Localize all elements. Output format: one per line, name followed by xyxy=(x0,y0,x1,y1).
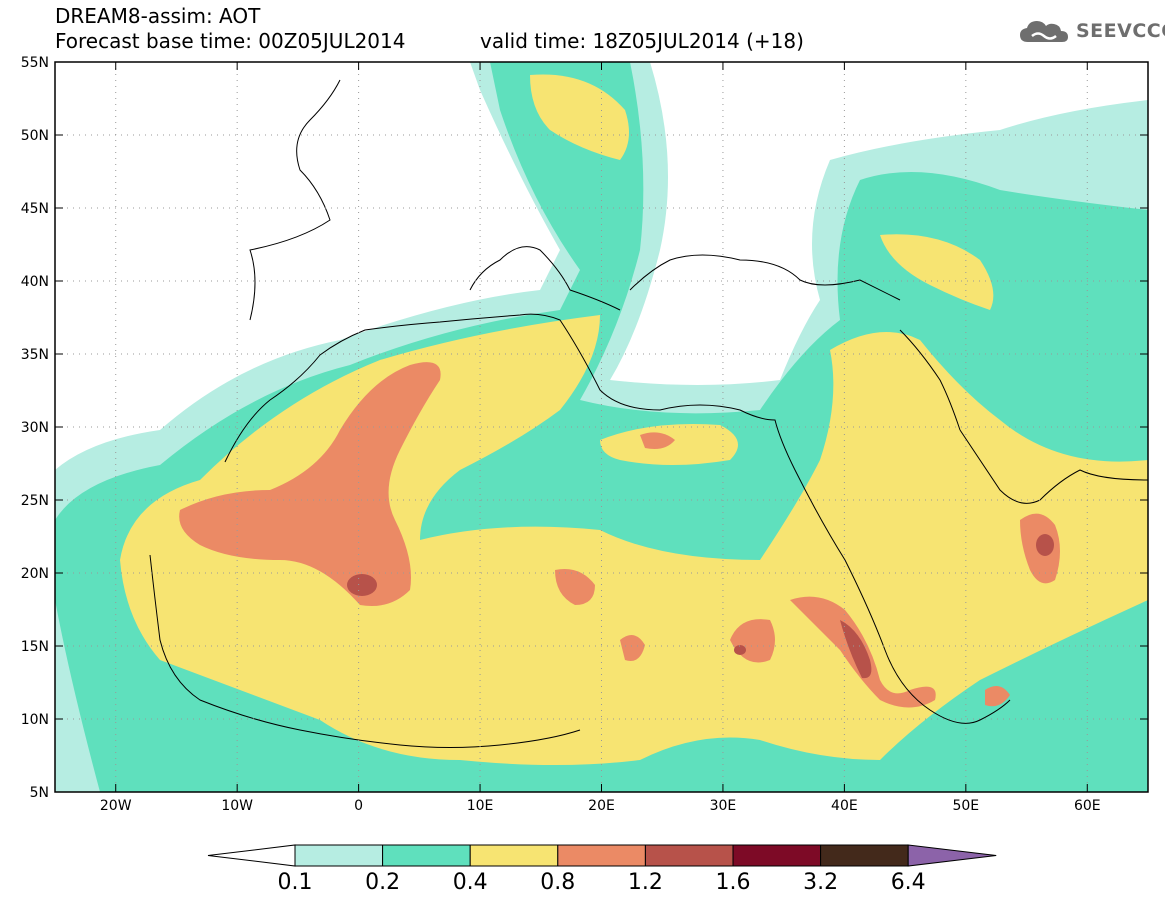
lon-label: 20E xyxy=(588,798,615,814)
lat-label: 10N xyxy=(21,712,49,728)
lat-label: 25N xyxy=(21,493,49,509)
coastline xyxy=(149,554,581,748)
cloud-icon xyxy=(1020,21,1068,42)
valid-time: valid time: 18Z05JUL2014 (+18) xyxy=(480,29,804,53)
longitude-labels: 20W 10W 0 10E 20E 30E 40E 50E 60E xyxy=(100,798,1101,814)
lon-label: 50E xyxy=(952,798,979,814)
aot-contour-0.4 xyxy=(880,234,994,310)
lat-label: 55N xyxy=(21,55,49,71)
forecast-base-time: Forecast base time: 00Z05JUL2014 xyxy=(55,29,406,53)
lon-label: 60E xyxy=(1074,798,1101,814)
coastline xyxy=(629,254,901,301)
colorbar-segment xyxy=(469,844,559,867)
seevccc-logo: SEEVCCC xyxy=(1018,18,1165,44)
lat-label: 35N xyxy=(21,347,49,363)
aot-contour-1.2 xyxy=(734,645,746,655)
coastline xyxy=(224,313,1011,724)
colorbar-label: 1.2 xyxy=(627,870,663,895)
aot-contour-1.2 xyxy=(840,620,872,679)
aot-contour-1.2 xyxy=(1036,534,1054,556)
colorbar-segment xyxy=(294,844,384,867)
colorbar-label: 6.4 xyxy=(890,870,926,895)
aot-contour-0.8 xyxy=(179,362,441,606)
axis-ticks xyxy=(55,61,1148,793)
graticule xyxy=(55,62,1148,792)
colorbar-segment xyxy=(557,844,646,867)
colorbar-segment xyxy=(820,844,909,867)
lon-label: 30E xyxy=(710,798,737,814)
colorbar-label: 0.4 xyxy=(452,870,488,895)
colorbar-segment xyxy=(644,844,734,867)
colorbar-label: 0.2 xyxy=(365,870,401,895)
colorbar-label: 3.2 xyxy=(803,870,839,895)
colorbar-arrow-low xyxy=(207,844,296,867)
coastlines xyxy=(149,79,1148,748)
colorbar-segment xyxy=(732,844,822,867)
colorbar xyxy=(207,844,997,867)
lon-label: 10E xyxy=(467,798,494,814)
lon-label: 10W xyxy=(221,798,253,814)
colorbar-label: 1.6 xyxy=(715,870,751,895)
aot-contour-0.8 xyxy=(640,432,675,449)
latitude-labels: 55N 50N 45N 40N 35N 30N 25N 20N 15N 10N 5N xyxy=(21,55,49,801)
lon-label: 20W xyxy=(100,798,132,814)
lon-label: 0 xyxy=(354,798,363,814)
logo-text: SEEVCCC xyxy=(1076,20,1165,42)
aot-contour-0.8 xyxy=(555,569,595,605)
colorbar-label: 0.1 xyxy=(277,870,313,895)
colorbar-arrow-high xyxy=(907,844,997,867)
colorbar-segment xyxy=(382,844,471,867)
lat-label: 40N xyxy=(21,274,49,290)
lat-label: 30N xyxy=(21,420,49,436)
aot-contour-0.8 xyxy=(620,635,645,661)
coastline xyxy=(469,246,621,311)
colorbar-label: 0.8 xyxy=(540,870,576,895)
coastline xyxy=(249,79,341,321)
coastline xyxy=(899,329,961,431)
lat-label: 5N xyxy=(30,785,49,801)
lat-label: 50N xyxy=(21,128,49,144)
lon-label: 40E xyxy=(831,798,858,814)
lat-label: 15N xyxy=(21,639,49,655)
aot-contour-1.2 xyxy=(347,574,377,596)
lat-label: 45N xyxy=(21,201,49,217)
map-title: DREAM8-assim: AOT xyxy=(55,4,261,28)
lat-label: 20N xyxy=(21,566,49,582)
aot-contour-0.8 xyxy=(985,686,1010,707)
aot-contour-0.4 xyxy=(530,74,629,160)
